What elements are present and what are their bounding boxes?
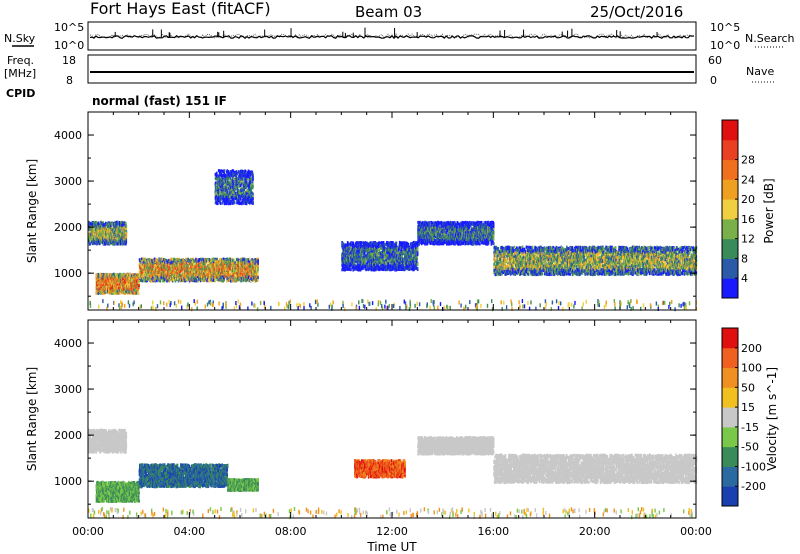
nave-label: Nave xyxy=(746,65,774,78)
heatmap-cell xyxy=(126,241,128,244)
cpid-value: normal (fast) 151 IF xyxy=(92,94,227,108)
noise-sky-trace xyxy=(90,36,694,38)
noise-left-tick-bottom: 10^0 xyxy=(54,39,84,52)
heatmap-cell xyxy=(126,225,128,228)
freq-left-label-2: [MHz] xyxy=(4,67,36,80)
freq-right-tick-bottom: 0 xyxy=(710,74,717,87)
beam-label: Beam 03 xyxy=(355,3,422,21)
noise-left-label: N.Sky xyxy=(4,32,36,45)
cpid-label: CPID xyxy=(6,87,35,100)
freq-left-tick-bottom: 8 xyxy=(66,74,73,87)
noise-left-tick-top: 10^5 xyxy=(54,21,84,34)
freq-left-tick-top: 18 xyxy=(62,54,76,67)
power-heatmap xyxy=(88,169,697,311)
heatmap-cell xyxy=(98,222,100,225)
freq-panel xyxy=(88,55,696,83)
noise-right-label: N.Search xyxy=(745,32,795,45)
heatmap-cell xyxy=(116,242,118,245)
noise-right-tick-bottom: 10^0 xyxy=(710,39,740,52)
radar-figure: Fort Hays East (fitACF) Beam 03 25/Oct/2… xyxy=(0,0,800,554)
heatmap-cell xyxy=(89,242,91,245)
freq-right-tick-top: 60 xyxy=(708,54,722,67)
heatmap-cell xyxy=(97,292,99,295)
noise-right-tick-top: 10^5 xyxy=(710,21,740,34)
noise-trace xyxy=(90,28,694,39)
heatmap-cell xyxy=(122,222,124,225)
freq-left-label-1: Freq. xyxy=(7,54,34,67)
station-title: Fort Hays East (fitACF) xyxy=(90,0,271,18)
date-label: 25/Oct/2016 xyxy=(590,3,683,21)
heatmap-cell xyxy=(111,287,113,290)
heatmap-cell xyxy=(126,234,128,237)
